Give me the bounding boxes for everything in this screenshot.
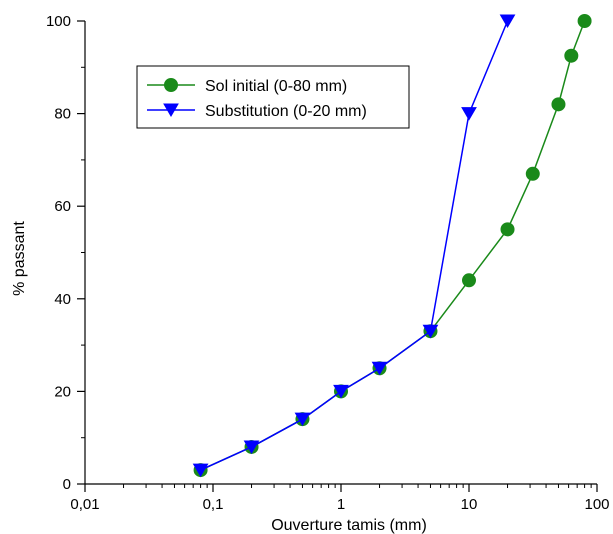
series-layer (192, 14, 592, 478)
legend-label: Sol initial (0-80 mm) (205, 78, 347, 95)
data-point-triangle (499, 14, 516, 28)
data-point-triangle (461, 107, 477, 121)
data-point-circle (500, 222, 515, 237)
data-point-triangle (422, 324, 439, 339)
x-tick-label: 0,01 (70, 496, 99, 513)
legend-box (136, 65, 410, 129)
x-axis-title: Ouverture tamis (mm) (271, 517, 427, 534)
legend-entry: Substitution (0-20 mm) (147, 103, 367, 120)
x-tick-label: 0,1 (203, 496, 224, 513)
y-tick-label: 60 (54, 198, 71, 215)
data-point-circle (551, 97, 566, 112)
y-axis-title: % passant (11, 221, 28, 296)
x-tick-label: 1 (337, 496, 345, 513)
ticks (77, 20, 598, 492)
data-point-triangle (294, 412, 311, 427)
data-point-circle (564, 48, 579, 63)
data-point-triangle (192, 463, 209, 478)
data-point-circle (577, 14, 592, 28)
y-tick-label: 20 (54, 383, 71, 400)
data-point-circle (525, 166, 540, 181)
x-tick-label: 100 (584, 496, 609, 513)
y-tick-label: 100 (46, 13, 71, 30)
data-point-triangle (243, 440, 260, 454)
y-tick-label: 40 (54, 291, 71, 308)
data-point-circle (462, 273, 476, 288)
legend-label: Substitution (0-20 mm) (205, 103, 367, 120)
tick-labels: 0 20 40 60 80 100 0,01 0,1 1 10 100 (46, 13, 610, 513)
legend-marker-triangle (163, 103, 179, 117)
x-tick-label: 10 (461, 496, 478, 513)
legend-marker-circle (164, 78, 178, 92)
data-point-triangle (333, 384, 349, 399)
data-point-triangle (371, 361, 388, 376)
series-line (200, 20, 509, 471)
legend-entry: Sol initial (0-80 mm) (147, 78, 347, 95)
series-substitution (192, 14, 516, 478)
legend: Sol initial (0-80 mm) Substitution (0-20 … (136, 65, 410, 129)
y-tick-label: 0 (63, 476, 71, 493)
y-tick-label: 80 (54, 106, 71, 123)
